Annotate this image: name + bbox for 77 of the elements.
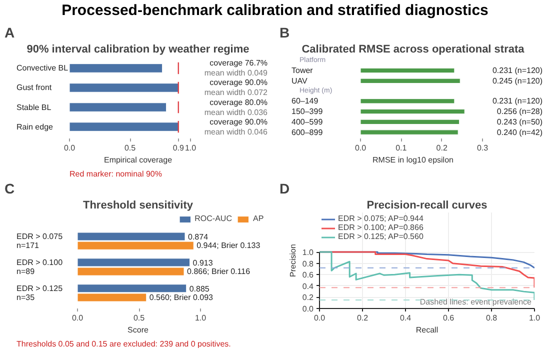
data-label: coverage 80.0% mean width 0.036 bbox=[204, 98, 268, 117]
bar bbox=[69, 122, 179, 132]
x-tick-label: 0.1 bbox=[396, 144, 408, 152]
data-label: coverage 90.0% mean width 0.072 bbox=[204, 78, 268, 98]
x-tick-label: 0.5 bbox=[133, 314, 146, 322]
y-tick-label: 400–599 bbox=[292, 117, 324, 126]
data-label: 0.560; Brier 0.093 bbox=[149, 292, 214, 302]
legend-label: EDR > 0.075; AP=0.944 bbox=[338, 214, 424, 223]
text: Thresholds 0.05 and 0.15 are excluded: 239 and 0 positives. bbox=[16, 340, 231, 348]
x-axis-title: RMSE in log10 epsilon bbox=[372, 156, 454, 164]
text: C bbox=[4, 180, 15, 196]
y-tick-label: 1.0 bbox=[302, 248, 314, 258]
chart-title: Calibrated RMSE across operational strata bbox=[302, 44, 526, 56]
x-tick-label: 0.5 bbox=[124, 144, 136, 152]
data-label: 0.866; Brier 0.116 bbox=[187, 267, 251, 276]
y-tick-label: UAV bbox=[292, 76, 308, 86]
y-axis-title: Precision bbox=[288, 244, 298, 277]
text: Processed-benchmark calibration and stratified diagnostics bbox=[62, 1, 488, 21]
data-label: 0.885 bbox=[189, 284, 210, 294]
x-tick-label: 0.3 bbox=[476, 144, 489, 152]
y-tick-label: 600–899 bbox=[292, 128, 324, 137]
y-tick-label: EDR > 0.100 n=89 bbox=[16, 258, 64, 276]
y-tick-label: EDR > 0.075 n=171 bbox=[16, 232, 64, 250]
x-tick-label: 0.0 bbox=[64, 144, 76, 152]
x-axis-title: Score bbox=[128, 326, 149, 334]
x-tick-label: 0.2 bbox=[436, 144, 448, 152]
y-tick-label: 0.0 bbox=[302, 304, 314, 314]
x-axis-title: Empirical coverage bbox=[104, 156, 173, 164]
text: D bbox=[280, 180, 290, 196]
legend-label: ROC-AUC bbox=[194, 214, 232, 223]
data-label: 0.874 bbox=[188, 232, 209, 242]
x-tick-label: 0.0 bbox=[354, 144, 367, 152]
y-tick-label: 0.4 bbox=[302, 282, 314, 291]
x-tick-label: 0.0 bbox=[72, 314, 84, 322]
x-axis-title: Recall bbox=[416, 326, 438, 334]
data-label: coverage 90.0% mean width 0.046 bbox=[204, 117, 268, 136]
x-tick-label: 0.9 bbox=[172, 144, 185, 152]
legend-label: AP bbox=[253, 214, 265, 223]
text: Red marker: nominal 90% bbox=[70, 170, 162, 178]
y-tick-label: 0.2 bbox=[302, 293, 314, 302]
y-tick-label: 0.6 bbox=[302, 270, 314, 280]
legend-label: EDR > 0.100; AP=0.866 bbox=[338, 223, 424, 232]
x-tick-label: 1.0 bbox=[184, 144, 197, 152]
x-tick-label: 0.8 bbox=[486, 314, 498, 322]
data-label: 0.240 (n=42) bbox=[496, 128, 543, 137]
data-label: 0.243 (n=50) bbox=[496, 117, 543, 126]
annotation: Dashed lines: event prevalence bbox=[420, 298, 532, 306]
y-tick-label: Tower bbox=[292, 66, 314, 76]
y-tick-label: 0.8 bbox=[302, 259, 314, 268]
bar bbox=[69, 102, 167, 112]
y-tick-label: Stable BL bbox=[16, 102, 52, 112]
y-tick-label: Gust front bbox=[16, 83, 52, 92]
y-tick-label: 150–399 bbox=[292, 107, 324, 116]
bar bbox=[69, 64, 163, 73]
legend-label: EDR > 0.125; AP=0.560 bbox=[338, 232, 424, 241]
text: B bbox=[280, 24, 290, 40]
x-tick-label: 1.0 bbox=[194, 314, 207, 322]
data-label: 0.256 (n=28) bbox=[496, 107, 543, 116]
x-tick-label: 0.4 bbox=[400, 314, 412, 322]
data-label: coverage 76.7% mean width 0.049 bbox=[204, 58, 268, 78]
data-label: 0.245 (n=120) bbox=[492, 76, 543, 86]
x-tick-label: 0.2 bbox=[356, 314, 369, 322]
data-label: 0.231 (n=120) bbox=[492, 66, 543, 76]
x-tick-label: 0.6 bbox=[442, 314, 455, 322]
chart-title: Precision-recall curves bbox=[366, 200, 488, 212]
bar bbox=[69, 83, 179, 92]
text: A bbox=[4, 24, 15, 40]
y-tick-label: 60–149 bbox=[292, 96, 319, 106]
chart-title: 90% interval calibration by weather regime bbox=[26, 44, 250, 56]
data-label: 0.913 bbox=[192, 258, 214, 268]
data-label: 0.944; Brier 0.133 bbox=[196, 241, 261, 250]
x-tick-label: 1.0 bbox=[528, 314, 541, 322]
y-tick-label: EDR > 0.125 n=35 bbox=[16, 284, 64, 302]
y-tick-label: Rain edge bbox=[16, 122, 54, 132]
data-label: 0.231 (n=120) bbox=[492, 96, 543, 106]
y-tick-label: Convective BL bbox=[16, 64, 69, 73]
chart-title: Threshold sensitivity bbox=[82, 200, 194, 212]
